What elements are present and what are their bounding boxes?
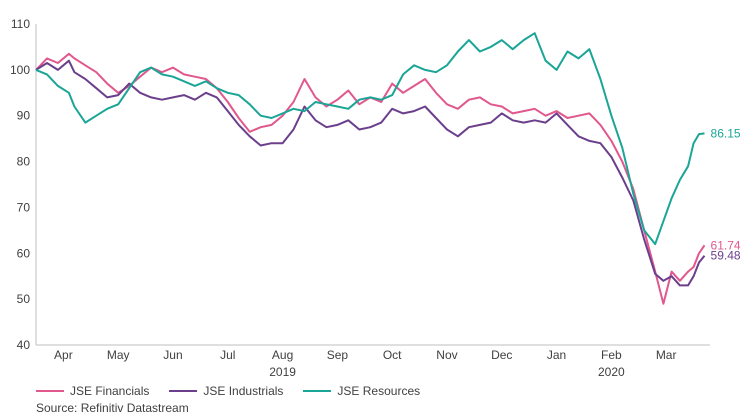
x-tick-label-mar: Mar [656, 348, 677, 362]
legend-swatch-jse-financials [36, 390, 64, 392]
end-label-jse-resources: 86.15 [711, 126, 741, 140]
legend-item-jse-resources: JSE Resources [303, 384, 420, 398]
chart-legend: JSE Financials JSE Industrials JSE Resou… [36, 384, 440, 398]
y-tick-label: 50 [17, 292, 31, 306]
x-tick-labels: Apr May Jun Jul Aug Sep Oct Nov Dec Jan Feb Mar 2019… [54, 348, 676, 379]
x-tick-label-sep: Sep [327, 348, 349, 362]
y-tick-label: 60 [17, 246, 31, 260]
x-tick-label-jul: Jul [220, 348, 235, 362]
series-line-jse-resources [35, 32, 705, 246]
x-tick-label-feb: Feb [601, 348, 622, 362]
x-tick-label-apr: Apr [54, 348, 73, 362]
legend-swatch-jse-resources [303, 390, 332, 392]
y-tick-label: 70 [17, 200, 31, 214]
x-tick-label-jun: Jun [163, 348, 182, 362]
y-tick-label: 100 [10, 63, 30, 77]
x-tick-label-nov: Nov [436, 348, 457, 362]
y-tick-label: 90 [17, 109, 31, 123]
series-line-jse-industrials [35, 59, 706, 287]
x-tick-label-oct: Oct [383, 348, 402, 362]
y-tick-label: 110 [11, 17, 30, 31]
end-label-jse-industrials: 59.48 [711, 249, 741, 263]
legend-item-jse-financials: JSE Financials [36, 384, 149, 398]
legend-swatch-jse-industrials [169, 390, 198, 392]
legend-item-jse-industrials: JSE Industrials [169, 384, 283, 398]
legend-label-jse-resources: JSE Resources [337, 384, 421, 398]
x-year-label-2020: 2020 [598, 365, 625, 379]
x-tick-label-jan: Jan [547, 348, 566, 362]
x-tick-label-may: May [107, 348, 130, 362]
x-tick-label-aug: Aug [272, 348, 293, 362]
legend-label-jse-financials: JSE Financials [70, 384, 150, 398]
y-tick-label: 40 [17, 338, 31, 352]
x-year-label-2019: 2019 [269, 365, 296, 379]
source-note: Source: Refinitiv Datastream [36, 401, 189, 415]
series-lines [35, 32, 706, 305]
series-line-jse-financials [35, 52, 706, 305]
y-tick-labels: 40 50 60 70 80 90 100 110 [10, 17, 30, 352]
y-tick-label: 80 [17, 155, 31, 169]
end-label-jse-financials: 61.74 [711, 238, 741, 252]
x-tick-label-dec: Dec [491, 348, 512, 362]
legend-label-jse-industrials: JSE Industrials [203, 384, 284, 398]
chart-axes [35, 24, 710, 346]
